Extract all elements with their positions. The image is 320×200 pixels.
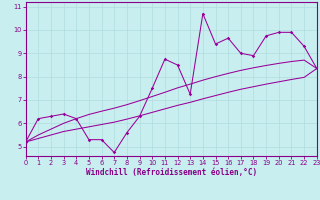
X-axis label: Windchill (Refroidissement éolien,°C): Windchill (Refroidissement éolien,°C): [86, 168, 257, 177]
